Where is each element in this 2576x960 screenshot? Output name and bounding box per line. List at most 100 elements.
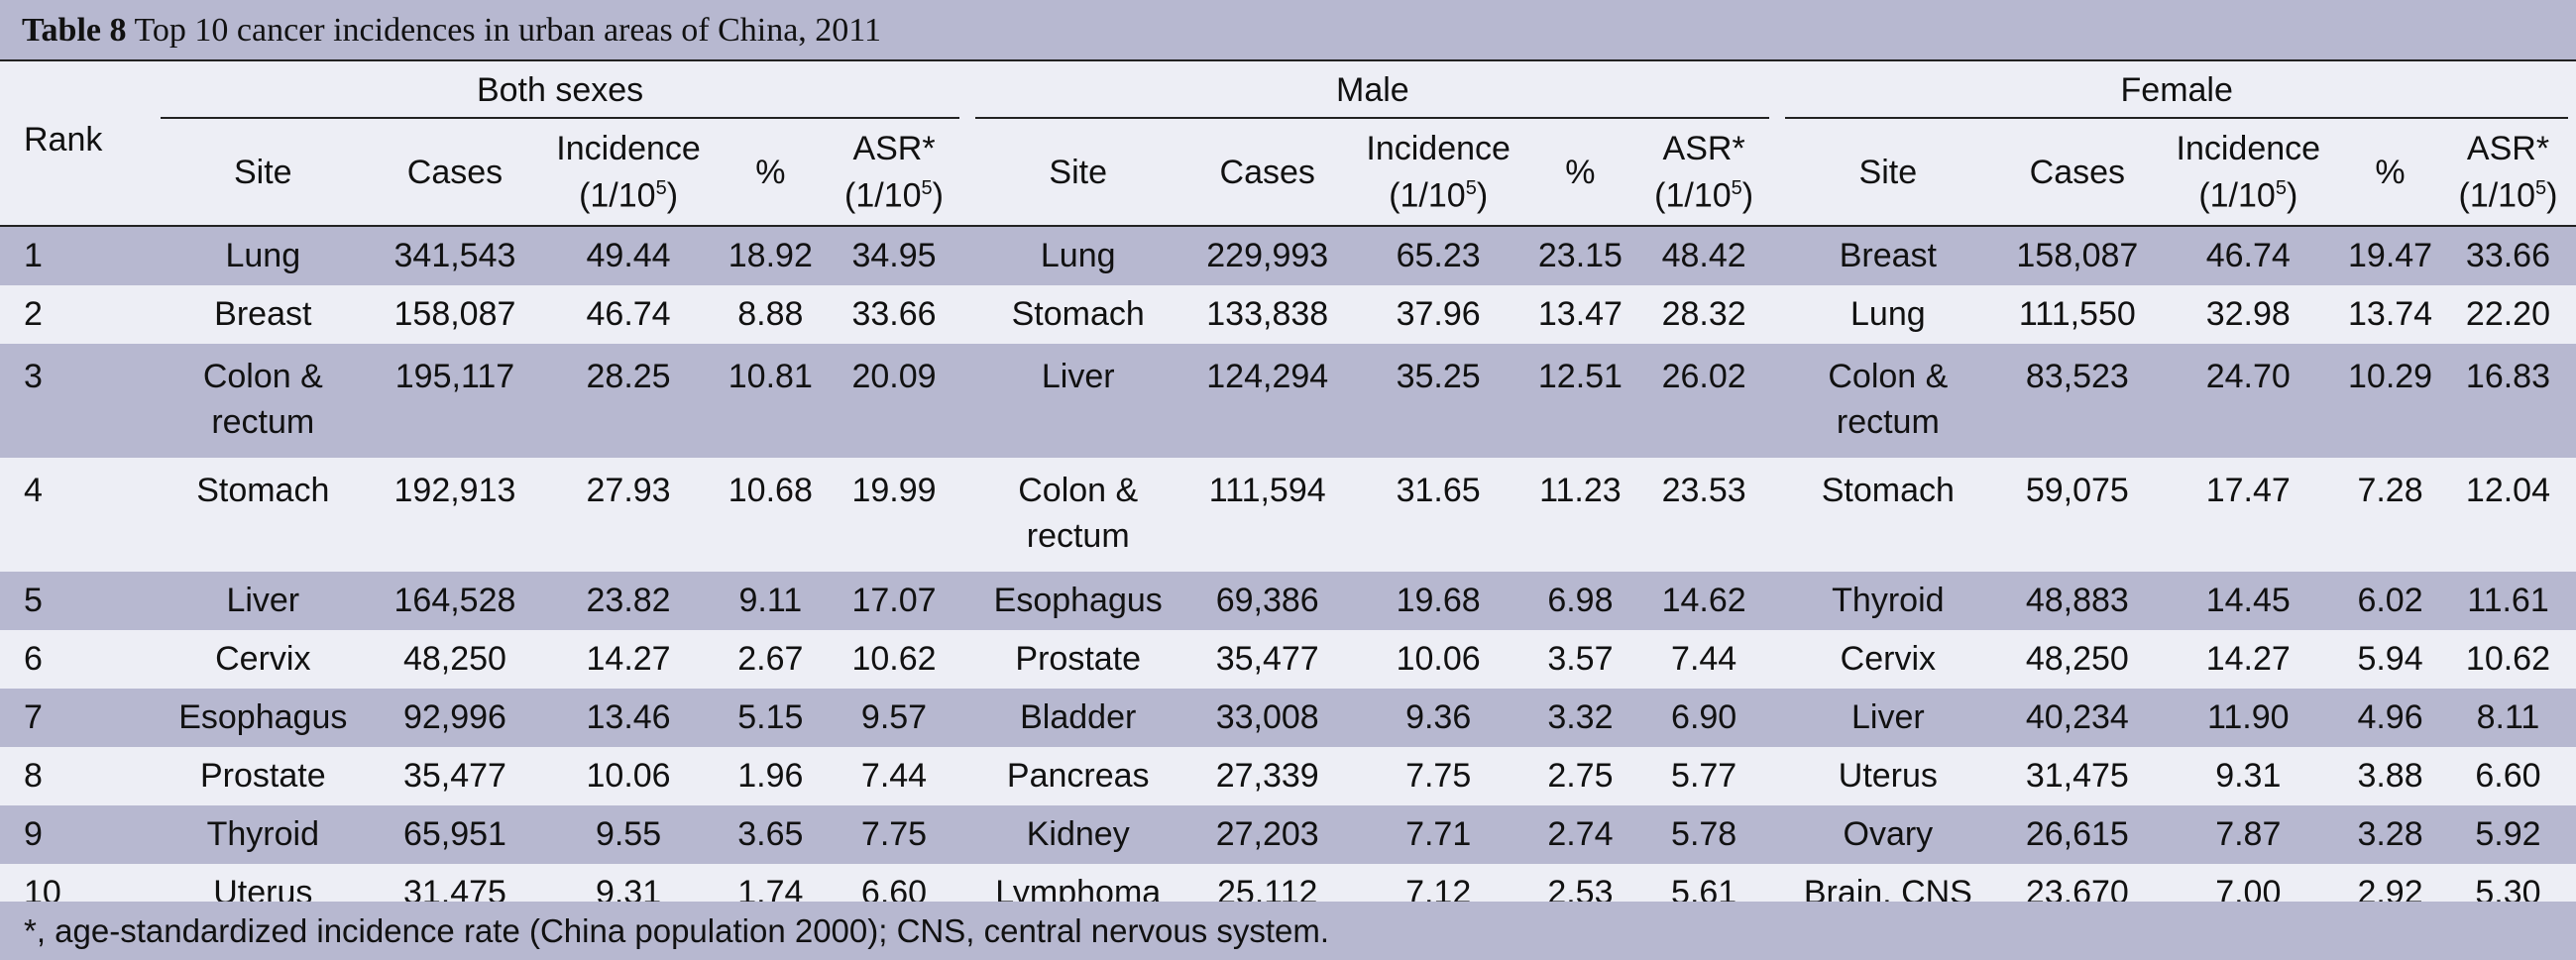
percent-header-text: % (2375, 153, 2406, 191)
male-asr-cell: 14.62 (1629, 572, 1778, 630)
incidence-unit-exponent: 5 (655, 176, 667, 199)
both-percent-cell: 8.88 (720, 285, 821, 344)
group-header-male: Male (967, 61, 1777, 119)
male-cases-cell: 229,993 (1188, 226, 1347, 285)
female-asr-cell: 8.11 (2439, 689, 2576, 747)
table-row: 6 Cervix 48,250 14.27 2.67 10.62 Prostate 35,47… (0, 630, 2576, 689)
group-header-female: Female (1777, 61, 2576, 119)
male-asr-cell: 23.53 (1629, 458, 1778, 572)
both-site-cell: Cervix (152, 630, 374, 689)
asr-unit-close: ) (932, 176, 944, 215)
male-asr-cell: 7.44 (1629, 630, 1778, 689)
male-incidence-cell: 35.25 (1346, 344, 1531, 458)
incidence-header-text: Incidence (1366, 129, 1511, 167)
both-percent-cell: 1.96 (720, 747, 821, 805)
asr-unit-text: (1/10 (1654, 176, 1732, 215)
both-site-cell: Colon & rectum (152, 344, 374, 458)
both-percent-cell: 3.65 (720, 805, 821, 864)
female-asr-cell: 16.83 (2439, 344, 2576, 458)
both-site-cell: Thyroid (152, 805, 374, 864)
male-cases-header: Cases (1188, 119, 1347, 227)
female-percent-cell: 5.94 (2340, 630, 2440, 689)
both-asr-header: ASR* (1/105) (820, 119, 968, 227)
female-percent-cell: 19.47 (2340, 226, 2440, 285)
both-cases-cell: 164,528 (373, 572, 537, 630)
both-asr-cell: 34.95 (820, 226, 968, 285)
incidence-unit-close: ) (1476, 176, 1489, 215)
female-cases-cell: 111,550 (1998, 285, 2157, 344)
female-incidence-cell: 32.98 (2156, 285, 2341, 344)
male-incidence-cell: 65.23 (1346, 226, 1531, 285)
male-incidence-cell: 37.96 (1346, 285, 1531, 344)
female-incidence-cell: 46.74 (2156, 226, 2341, 285)
table-row: 1 Lung 341,543 49.44 18.92 34.95 Lung 229,993 65… (0, 226, 2576, 285)
male-asr-header: ASR* (1/105) (1629, 119, 1778, 227)
both-percent-cell: 2.67 (720, 630, 821, 689)
both-cases-cell: 158,087 (373, 285, 537, 344)
incidence-unit-text: (1/10 (1389, 176, 1466, 215)
asr-header-text: ASR* (1662, 129, 1745, 167)
male-cases-cell: 35,477 (1188, 630, 1347, 689)
both-cases-cell: 195,117 (373, 344, 537, 458)
both-percent-cell: 5.15 (720, 689, 821, 747)
female-cases-cell: 59,075 (1998, 458, 2157, 572)
female-site-cell: Colon & rectum (1777, 344, 1999, 458)
both-cases-header: Cases (373, 119, 537, 227)
asr-unit-text: (1/10 (2458, 176, 2536, 215)
female-asr-cell: 33.66 (2439, 226, 2576, 285)
male-cases-cell: 27,339 (1188, 747, 1347, 805)
male-incidence-header: Incidence (1/105) (1346, 119, 1531, 227)
site-header-text: Site (1858, 153, 1918, 191)
both-asr-cell: 9.57 (820, 689, 968, 747)
female-percent-cell: 4.96 (2340, 689, 2440, 747)
female-percent-cell: 10.29 (2340, 344, 2440, 458)
table-title: Top 10 cancer incidences in urban areas … (134, 12, 882, 49)
female-site-cell: Breast (1777, 226, 1999, 285)
both-site-cell: Esophagus (152, 689, 374, 747)
female-asr-cell: 22.20 (2439, 285, 2576, 344)
group-header-both-sexes: Both sexes (153, 61, 967, 119)
female-asr-cell: 5.92 (2439, 805, 2576, 864)
asr-unit-exponent: 5 (921, 176, 933, 199)
both-asr-cell: 7.75 (820, 805, 968, 864)
female-site-header: Site (1777, 119, 1999, 227)
male-site-header: Site (967, 119, 1189, 227)
incidence-unit-text: (1/10 (579, 176, 656, 215)
male-cases-cell: 133,838 (1188, 285, 1347, 344)
male-cases-cell: 69,386 (1188, 572, 1347, 630)
percent-header-text: % (1565, 153, 1596, 191)
table-title-bar: Table 8 Top 10 cancer incidences in urban… (0, 0, 2576, 61)
female-site-cell: Stomach (1777, 458, 1999, 572)
female-percent-cell: 3.28 (2340, 805, 2440, 864)
asr-unit-close: ) (2546, 176, 2558, 215)
both-incidence-cell: 46.74 (536, 285, 721, 344)
asr-unit-text: (1/10 (844, 176, 922, 215)
incidence-table: Rank Both sexes Male Female Site Cases Inc… (0, 61, 2576, 924)
rank-cell: 9 (0, 805, 153, 864)
female-asr-cell: 11.61 (2439, 572, 2576, 630)
male-asr-cell: 6.90 (1629, 689, 1778, 747)
both-site-cell: Liver (152, 572, 374, 630)
table-label: Table 8 (22, 12, 127, 49)
both-asr-cell: 7.44 (820, 747, 968, 805)
female-incidence-cell: 14.27 (2156, 630, 2341, 689)
both-asr-cell: 20.09 (820, 344, 968, 458)
both-cases-cell: 65,951 (373, 805, 537, 864)
male-cases-cell: 124,294 (1188, 344, 1347, 458)
male-incidence-cell: 19.68 (1346, 572, 1531, 630)
male-incidence-cell: 7.75 (1346, 747, 1531, 805)
incidence-unit-exponent: 5 (1465, 176, 1477, 199)
female-site-cell: Ovary (1777, 805, 1999, 864)
female-percent-cell: 6.02 (2340, 572, 2440, 630)
both-site-cell: Stomach (152, 458, 374, 572)
female-percent-cell: 3.88 (2340, 747, 2440, 805)
female-site-cell: Thyroid (1777, 572, 1999, 630)
cases-header-text: Cases (2029, 153, 2126, 191)
both-asr-cell: 33.66 (820, 285, 968, 344)
table-row: 2 Breast 158,087 46.74 8.88 33.66 Stomach 133,8… (0, 285, 2576, 344)
both-cases-cell: 341,543 (373, 226, 537, 285)
male-site-cell: Liver (967, 344, 1189, 458)
both-incidence-cell: 9.55 (536, 805, 721, 864)
both-percent-cell: 18.92 (720, 226, 821, 285)
female-incidence-cell: 14.45 (2156, 572, 2341, 630)
